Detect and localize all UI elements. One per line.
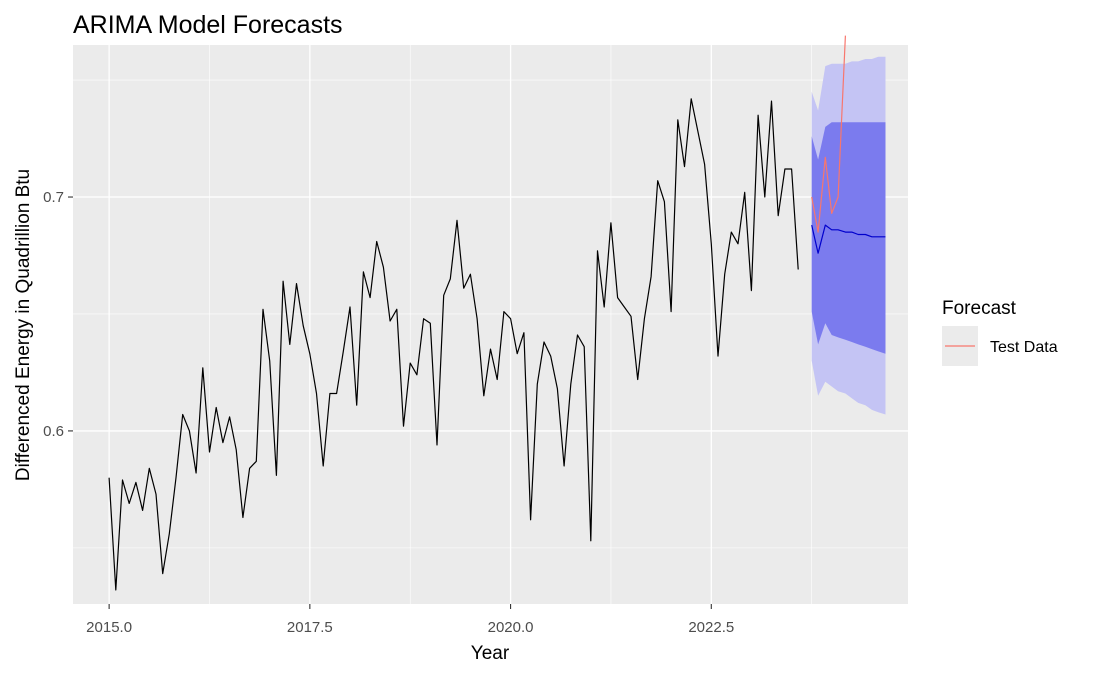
x-tick-label: 2017.5 bbox=[287, 619, 333, 636]
legend-label-test-data: Test Data bbox=[990, 339, 1058, 356]
y-tick-label: 0.6 bbox=[43, 423, 64, 440]
x-axis-title: Year bbox=[471, 643, 510, 664]
x-tick-label: 2020.0 bbox=[488, 619, 534, 636]
forecast-intervals bbox=[811, 56, 886, 415]
y-tick-label: 0.7 bbox=[43, 189, 64, 206]
history-line bbox=[108, 98, 799, 591]
chart-title: ARIMA Model Forecasts bbox=[73, 11, 343, 39]
grid-minor bbox=[73, 45, 908, 604]
forecast-mean-line bbox=[811, 224, 886, 254]
x-axis: 2015.0 2017.5 2020.0 2022.5 bbox=[86, 604, 734, 636]
x-tick-label: 2015.0 bbox=[86, 619, 132, 636]
series-lines bbox=[108, 35, 886, 591]
y-axis: 0.6 0.7 bbox=[43, 189, 73, 440]
y-axis-title: Differenced Energy in Quadrillion Btu bbox=[13, 169, 34, 481]
x-tick-label: 2022.5 bbox=[688, 619, 734, 636]
legend-title: Forecast bbox=[942, 298, 1017, 319]
forecast-band-80 bbox=[811, 122, 886, 354]
legend: Forecast Test Data bbox=[942, 298, 1058, 366]
plot-panel bbox=[73, 45, 908, 604]
test-data-line bbox=[811, 35, 846, 233]
